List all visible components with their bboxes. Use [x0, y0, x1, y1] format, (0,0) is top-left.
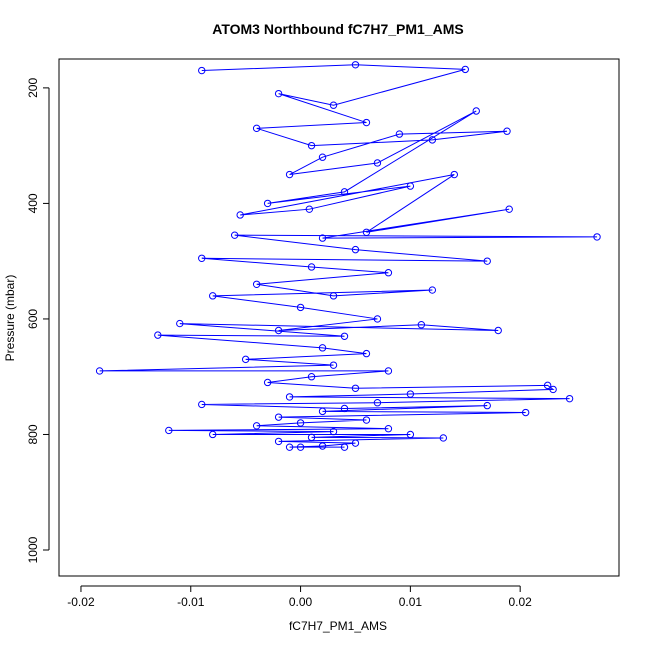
y-axis-label: Pressure (mbar)	[3, 275, 17, 362]
data-point	[362, 349, 371, 358]
x-tick-label: 0.01	[399, 595, 423, 609]
data-point	[406, 390, 415, 398]
data-point	[472, 107, 480, 115]
data-point	[263, 199, 272, 208]
y-tick-label: 1000	[26, 536, 40, 563]
data-point	[521, 408, 530, 417]
data-point	[252, 422, 261, 430]
plot-frame	[58, 58, 620, 577]
data-point	[241, 355, 250, 364]
data-point	[285, 393, 294, 401]
x-tick-label: 0.02	[508, 595, 532, 609]
data-point	[274, 89, 283, 98]
data-point	[351, 439, 360, 447]
data-point	[318, 407, 327, 416]
data-point	[362, 416, 371, 424]
data-point	[340, 332, 349, 340]
data-point	[154, 331, 162, 339]
y-axis: 200 400 600 800 1000	[26, 78, 50, 563]
data-point	[285, 443, 294, 451]
data-point	[209, 430, 217, 439]
data-point	[340, 404, 349, 413]
data-point	[340, 188, 349, 196]
data-point	[494, 326, 502, 335]
data-point	[395, 130, 404, 138]
data-point	[340, 443, 349, 451]
data-point	[483, 401, 491, 410]
data-point	[252, 280, 261, 288]
data-point	[351, 245, 360, 254]
data-point	[384, 269, 393, 277]
data-point	[198, 254, 206, 262]
data-point	[461, 65, 469, 74]
y-tick-label: 800	[26, 424, 40, 444]
data-point	[373, 159, 382, 167]
data-point	[305, 205, 314, 213]
data-point	[318, 442, 327, 450]
data-point	[351, 384, 360, 392]
x-tick-label: 0.00	[289, 595, 313, 609]
data-point	[252, 124, 261, 133]
data-point	[543, 381, 552, 390]
data-point	[274, 413, 283, 421]
data-point	[318, 153, 327, 161]
data-point	[176, 319, 184, 328]
data-point	[549, 385, 557, 394]
data-point	[483, 257, 491, 265]
data-point	[236, 211, 244, 219]
data-point	[351, 61, 360, 69]
data-point	[296, 419, 305, 427]
x-tick-label: -0.02	[67, 595, 95, 609]
data-point	[307, 141, 316, 150]
data-point	[296, 443, 305, 451]
data-point	[307, 263, 316, 271]
data-point	[318, 344, 327, 352]
series-line	[99, 64, 598, 448]
y-tick-label: 200	[26, 78, 40, 98]
data-point	[329, 101, 338, 109]
data-point	[230, 231, 239, 239]
x-tick-label: -0.01	[177, 595, 205, 609]
data-point	[384, 424, 393, 433]
data-point	[406, 430, 415, 439]
data-point	[198, 400, 206, 409]
y-tick-label: 400	[26, 193, 40, 213]
chart-title: ATOM3 Northbound fC7H7_PM1_AMS	[212, 21, 464, 37]
data-point	[417, 321, 426, 329]
data-point	[565, 394, 574, 403]
data-point	[307, 433, 316, 442]
data-point	[274, 326, 283, 335]
data-point	[450, 170, 458, 179]
data-point	[428, 286, 437, 294]
data-point	[285, 170, 294, 179]
data-point	[593, 233, 601, 241]
x-axis-label: fC7H7_PM1_AMS	[289, 619, 387, 633]
data-point	[384, 367, 393, 375]
data-point	[373, 315, 382, 323]
data-point	[307, 373, 316, 381]
data-point	[362, 228, 371, 236]
data-point	[209, 292, 217, 300]
data-point	[329, 361, 338, 369]
data-point	[198, 66, 206, 75]
data-point	[373, 399, 382, 407]
data-point	[503, 127, 511, 135]
data-point	[263, 378, 272, 387]
data-point	[274, 437, 283, 446]
data-point	[296, 303, 305, 312]
data-point	[95, 367, 104, 375]
data-point	[439, 434, 448, 442]
data-point	[329, 292, 338, 300]
x-axis: -0.02 -0.01 0.00 0.01 0.02	[67, 585, 532, 609]
data-point	[318, 234, 327, 242]
data-point	[329, 427, 338, 436]
y-tick-label: 600	[26, 309, 40, 329]
plot-data	[95, 61, 601, 451]
data-point	[505, 205, 513, 213]
data-point	[428, 136, 437, 144]
data-point	[406, 182, 415, 190]
data-point	[165, 426, 173, 435]
data-point	[362, 118, 371, 127]
